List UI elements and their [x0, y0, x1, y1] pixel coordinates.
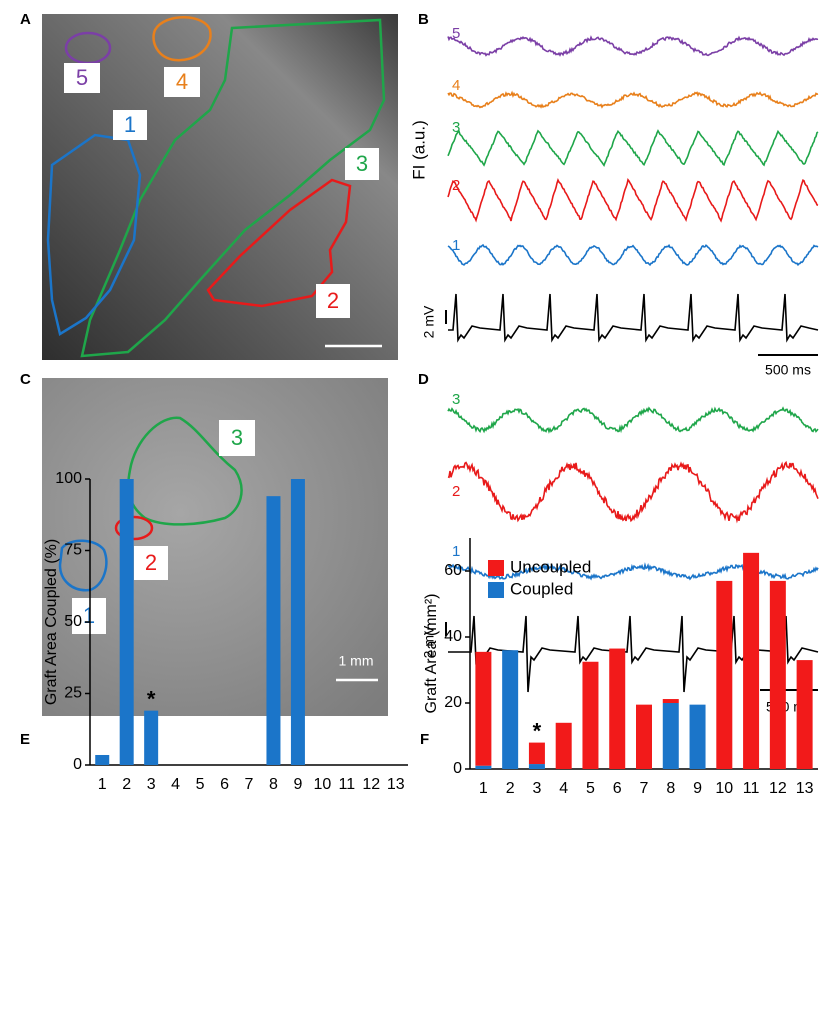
x-tick-label: 11: [339, 776, 356, 793]
annotation: *: [147, 686, 156, 711]
x-tick-label: 11: [743, 780, 760, 797]
y-tick-label: 0: [453, 760, 462, 777]
bar-segment: [582, 662, 598, 769]
panel-label: E: [20, 731, 30, 748]
panel-label: F: [420, 731, 429, 748]
x-tick-label: 3: [147, 776, 156, 793]
x-tick-label: 4: [559, 780, 568, 797]
x-tick-label: 5: [586, 780, 595, 797]
x-tick-label: 6: [613, 780, 622, 797]
x-tick-label: 3: [532, 780, 541, 797]
x-tick-label: 7: [245, 776, 254, 793]
x-tick-label: 9: [693, 780, 702, 797]
y-tick-label: 40: [444, 628, 462, 645]
bar-segment: [716, 581, 732, 769]
x-tick-label: 8: [666, 780, 675, 797]
x-tick-label: 13: [387, 776, 405, 793]
x-tick-label: 9: [293, 776, 302, 793]
roi-label: 3: [356, 151, 368, 176]
y-tick-label: 60: [444, 562, 462, 579]
y-axis-label: Graft Area (mm²): [423, 593, 440, 713]
scale-bar-label: 1 mm: [339, 653, 374, 669]
trace: [448, 93, 818, 108]
x-tick-label: 7: [640, 780, 649, 797]
bar: [266, 496, 280, 765]
y-tick-label: 25: [64, 685, 82, 702]
y-axis-label: FI (a.u.): [409, 120, 428, 180]
time-scale-label: 500 ms: [765, 362, 811, 378]
legend-label: Coupled: [510, 579, 573, 598]
roi-label: 2: [145, 550, 157, 575]
x-tick-label: 13: [796, 780, 814, 797]
trace: [448, 245, 818, 265]
y-tick-label: 100: [55, 470, 82, 487]
y-tick-label: 0: [73, 756, 82, 773]
figure: A B C D E F 5 4 1 3 2 5 4 3 2 1 FI (a.u.…: [0, 0, 820, 1022]
trace-label: 2: [452, 483, 460, 500]
bar-segment: [690, 705, 706, 769]
x-tick-label: 8: [269, 776, 278, 793]
panel-label: C: [20, 371, 31, 388]
x-tick-label: 1: [479, 780, 488, 797]
annotation: *: [533, 718, 542, 743]
bar: [144, 711, 158, 765]
trace: [448, 180, 818, 221]
legend-swatch: [488, 582, 504, 598]
bar: [120, 479, 134, 765]
bar-segment: [743, 553, 759, 769]
bar-segment: [663, 699, 679, 703]
x-tick-label: 1: [98, 776, 107, 793]
trace: [448, 37, 818, 56]
roi-label: 2: [327, 288, 339, 313]
bar: [95, 755, 109, 765]
bar-segment: [529, 764, 545, 769]
roi-label: 1: [83, 603, 95, 628]
x-tick-label: 12: [362, 776, 380, 793]
trace: [448, 408, 818, 431]
micrograph: [42, 378, 388, 716]
roi-label: 1: [124, 112, 136, 137]
bar-segment: [475, 766, 491, 769]
bar: [291, 479, 305, 765]
x-tick-label: 5: [196, 776, 205, 793]
trace: [448, 463, 818, 521]
panel-label: D: [418, 371, 429, 388]
ecg-trace: [448, 294, 818, 340]
y-axis-label: Graft Area Coupled (%): [43, 539, 60, 705]
trace: [448, 131, 818, 166]
x-tick-label: 4: [171, 776, 180, 793]
y-tick-label: 20: [444, 694, 462, 711]
voltage-scale-label: 2 mV: [421, 305, 437, 338]
bar-segment: [609, 649, 625, 769]
trace-label: 1: [452, 543, 460, 560]
trace-label: 4: [452, 77, 460, 94]
bar-segment: [797, 660, 813, 769]
panel-label: A: [20, 11, 31, 28]
y-tick-label: 50: [64, 613, 82, 630]
y-tick-label: 75: [64, 542, 82, 559]
x-tick-label: 10: [313, 776, 331, 793]
x-tick-label: 6: [220, 776, 229, 793]
bar-segment: [636, 705, 652, 769]
bar-segment: [475, 652, 491, 766]
bar-segment: [502, 650, 518, 769]
roi-label: 4: [176, 69, 188, 94]
x-tick-label: 2: [122, 776, 131, 793]
bar-segment: [529, 743, 545, 764]
bar-segment: [556, 723, 572, 769]
x-tick-label: 10: [715, 780, 733, 797]
x-tick-label: 12: [769, 780, 787, 797]
roi-label: 3: [231, 425, 243, 450]
bar-segment: [770, 581, 786, 769]
roi-label: 5: [76, 65, 88, 90]
legend-label: Uncoupled: [510, 557, 591, 576]
x-tick-label: 2: [506, 780, 515, 797]
panel-label: B: [418, 11, 429, 28]
legend-swatch: [488, 560, 504, 576]
trace-label: 3: [452, 391, 460, 408]
bar-segment: [663, 703, 679, 769]
page: A B C D E F 5 4 1 3 2 5 4 3 2 1 FI (a.u.…: [0, 0, 820, 1022]
